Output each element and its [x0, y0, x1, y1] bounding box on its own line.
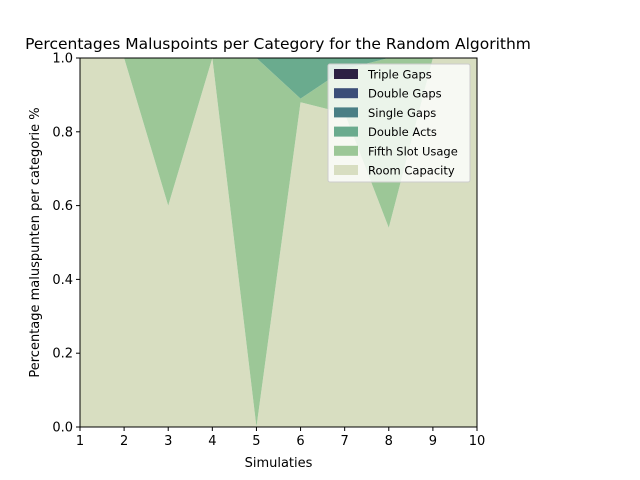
x-tick-label: 3 [164, 434, 172, 449]
x-tick-label: 9 [429, 434, 437, 449]
legend-label-triple-gaps: Triple Gaps [367, 68, 432, 82]
legend-label-room-capacity: Room Capacity [368, 164, 455, 178]
chart-title: Percentages Maluspoints per Category for… [25, 35, 531, 53]
x-axis-ticks: 1 2 3 4 5 6 7 8 9 10 [76, 427, 485, 449]
y-axis-label: Percentage maluspunten per categorie % [28, 107, 43, 377]
y-axis-ticks: 0.0 0.2 0.4 0.6 0.8 1.0 [52, 52, 80, 436]
legend-label-double-gaps: Double Gaps [368, 87, 442, 101]
legend-swatch-double-acts [334, 126, 358, 137]
x-tick-label: 5 [252, 434, 260, 449]
legend-label-fifth-slot-usage: Fifth Slot Usage [368, 144, 458, 158]
x-tick-label: 8 [385, 434, 393, 449]
x-axis-label: Simulaties [245, 456, 313, 471]
legend: Triple Gaps Double Gaps Single Gaps Double … [327, 63, 471, 183]
legend-label-single-gaps: Single Gaps [368, 106, 436, 120]
y-tick-label: 0.0 [52, 421, 73, 436]
legend-swatch-double-gaps [334, 88, 358, 99]
legend-swatch-single-gaps [334, 107, 358, 118]
x-tick-label: 1 [76, 434, 84, 449]
x-tick-label: 6 [296, 434, 304, 449]
y-tick-label: 0.4 [52, 273, 73, 288]
legend-swatch-room-capacity [334, 165, 358, 175]
x-tick-label: 10 [469, 434, 486, 449]
legend-swatch-fifth-slot-usage [334, 145, 358, 156]
legend-swatch-triple-gaps [334, 69, 358, 79]
x-tick-label: 7 [341, 434, 349, 449]
plot-frame [79, 57, 478, 428]
y-tick-label: 1.0 [52, 52, 73, 67]
area-double-acts [80, 58, 477, 99]
x-tick-label: 4 [208, 434, 216, 449]
area-room-capacity [80, 58, 477, 427]
x-tick-label: 2 [120, 434, 128, 449]
y-tick-label: 0.6 [52, 199, 73, 214]
legend-box [327, 63, 471, 183]
y-tick-label: 0.8 [52, 125, 73, 140]
legend-label-double-acts: Double Acts [368, 125, 437, 139]
y-tick-label: 0.2 [52, 347, 73, 362]
